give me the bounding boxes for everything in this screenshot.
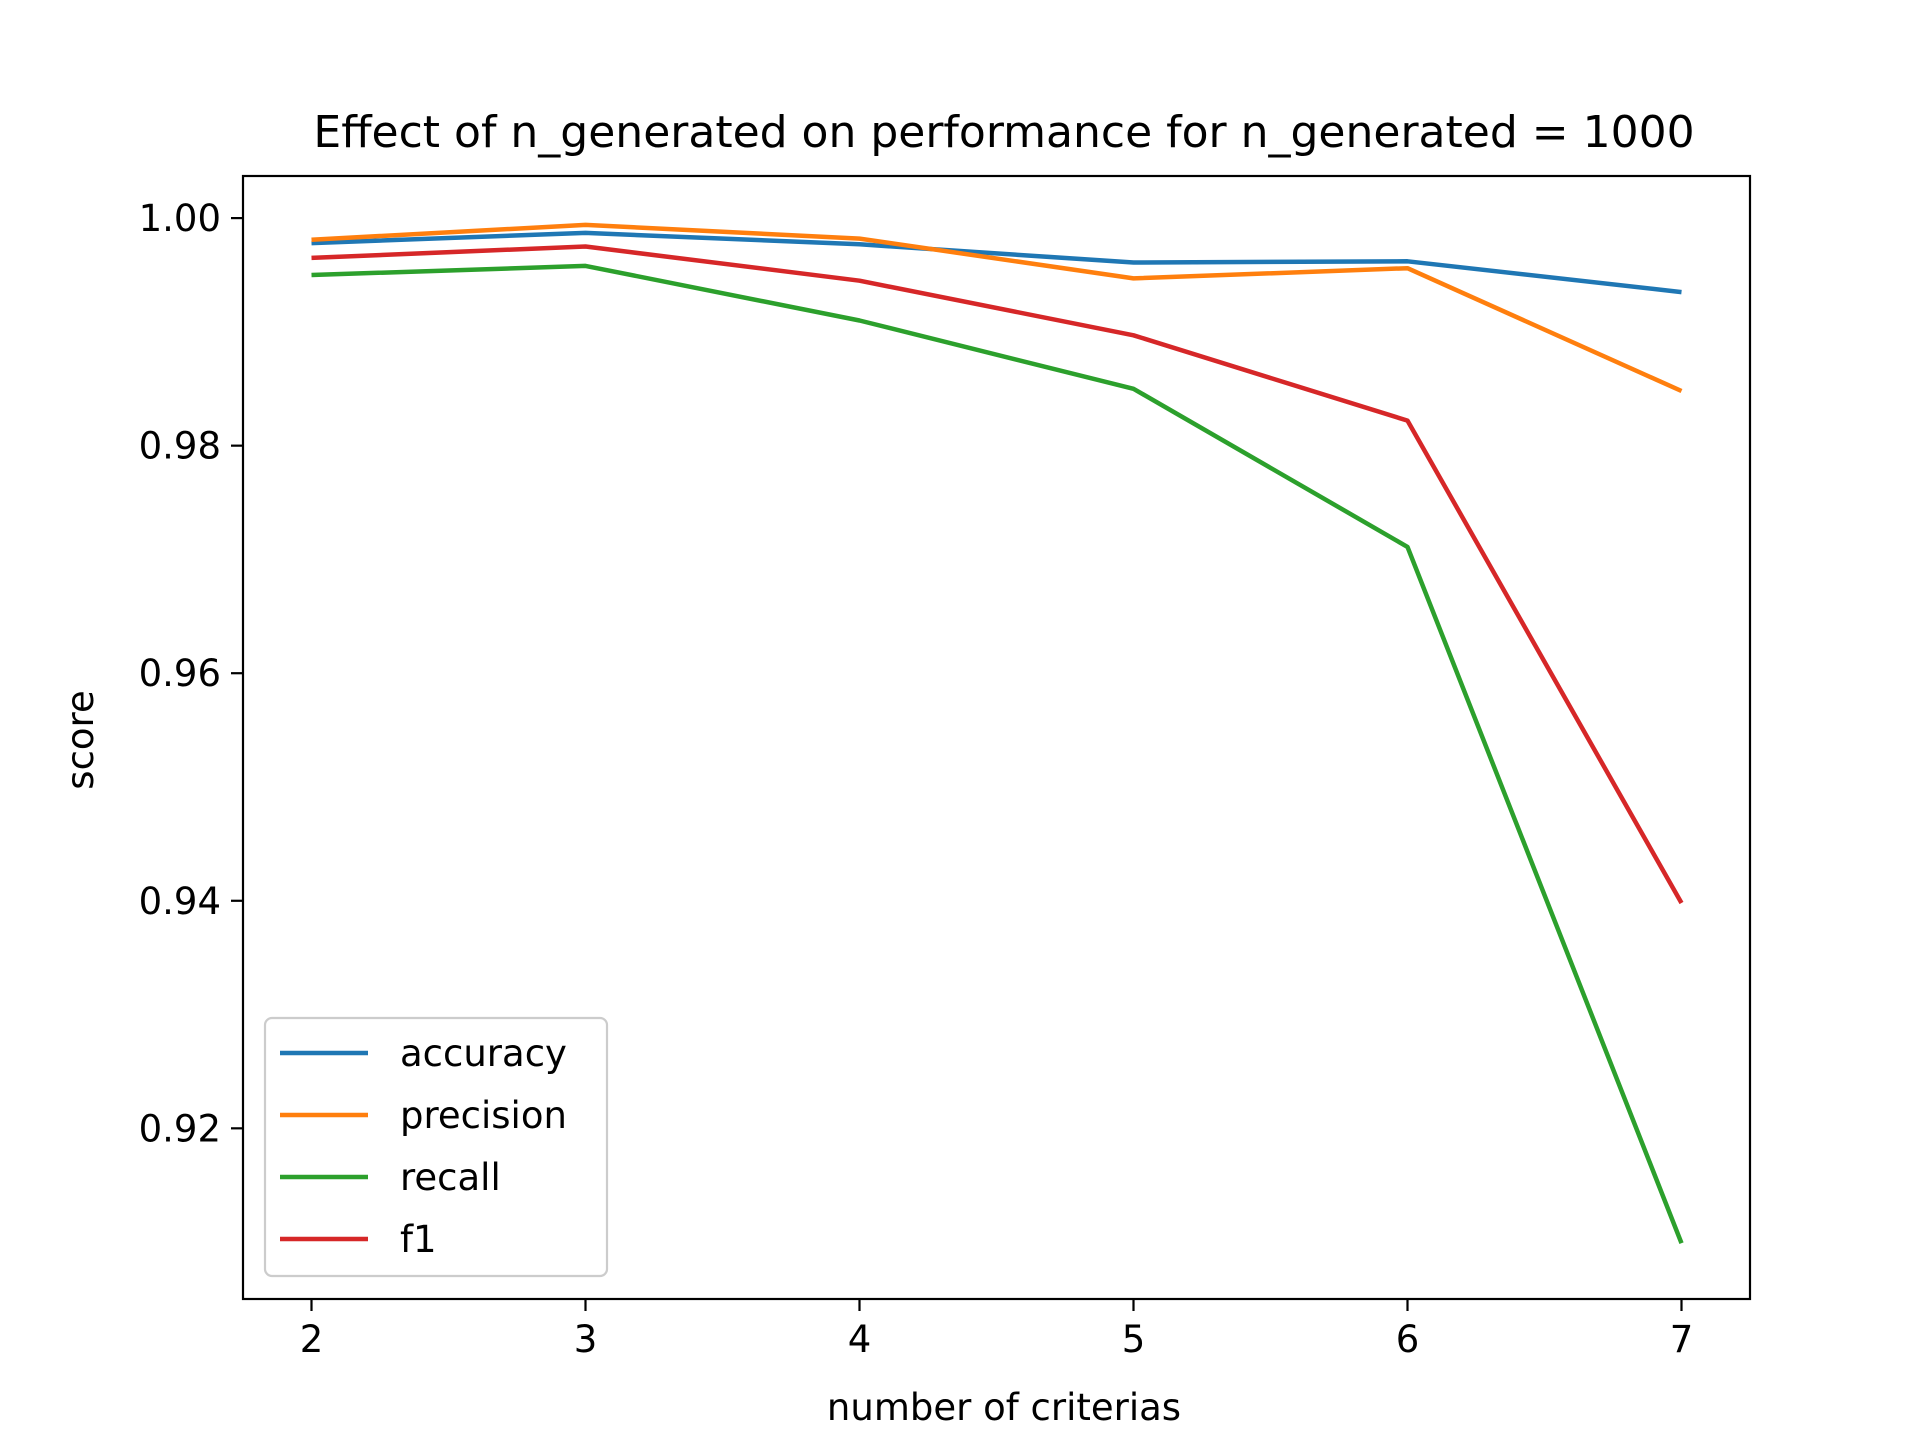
legend-box — [263, 1016, 609, 1278]
y-axis-label: score — [59, 690, 102, 789]
plot-area-frame — [241, 174, 1752, 1301]
x-axis-ticks: 2 3 4 5 6 7 — [300, 1299, 1694, 1361]
x-tick-label: 6 — [1396, 1318, 1420, 1361]
series-line-accuracy — [311, 230, 1682, 295]
legend: accuracy precision recall f1 — [263, 1016, 609, 1278]
x-tick-label: 7 — [1670, 1318, 1694, 1361]
y-tick-label: 0.94 — [139, 880, 221, 923]
y-tick-label: 1.00 — [139, 197, 221, 240]
x-tick-label: 4 — [848, 1318, 872, 1361]
legend-label-accuracy: accuracy — [400, 1032, 567, 1075]
y-tick-label: 0.98 — [139, 425, 221, 468]
y-axis-ticks: 0.92 0.94 0.96 0.98 1.00 — [139, 197, 243, 1150]
legend-label-precision: precision — [400, 1094, 567, 1137]
x-tick-label: 2 — [300, 1318, 324, 1361]
chart-title: Effect of n_generated on performance for… — [313, 107, 1694, 158]
y-tick-label: 0.92 — [139, 1107, 221, 1150]
y-tick-label: 0.96 — [139, 652, 221, 695]
x-axis-label: number of criterias — [827, 1386, 1181, 1429]
series-layer — [311, 222, 1684, 1245]
legend-label-recall: recall — [400, 1156, 501, 1199]
legend-label-f1: f1 — [400, 1218, 437, 1261]
series-line-precision — [311, 222, 1683, 394]
legend-entries: accuracy precision recall f1 — [280, 1032, 567, 1261]
series-line-recall — [311, 263, 1684, 1245]
series-line-f1 — [311, 244, 1684, 905]
x-tick-label: 5 — [1122, 1318, 1146, 1361]
x-tick-label: 3 — [574, 1318, 598, 1361]
